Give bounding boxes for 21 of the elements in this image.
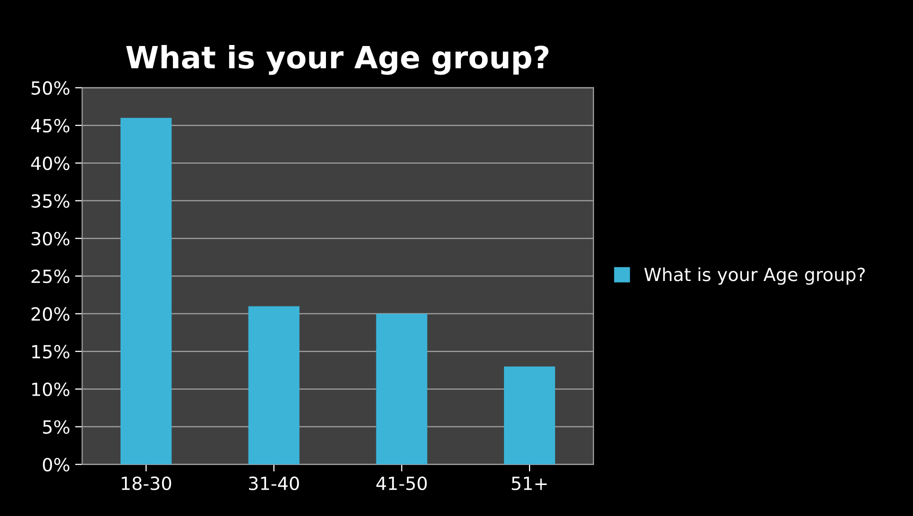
y-tick-label: 0% bbox=[42, 458, 70, 472]
y-tick-label: 50% bbox=[32, 81, 70, 95]
y-tick-label: 20% bbox=[32, 307, 70, 321]
y-tick-label: 10% bbox=[32, 382, 70, 396]
y-tick-label: 25% bbox=[32, 270, 70, 284]
x-tick-label: 18-30 bbox=[122, 476, 172, 490]
x-tick-label: 41-50 bbox=[376, 476, 427, 490]
y-tick-label: 40% bbox=[31, 156, 70, 170]
x-tick-label: 51+ bbox=[512, 476, 547, 490]
y-tick-label: 45% bbox=[31, 118, 70, 133]
bar bbox=[120, 118, 172, 464]
bar bbox=[248, 306, 300, 464]
legend-label: What is your Age group? bbox=[644, 267, 865, 285]
y-tick-label: 5% bbox=[43, 420, 70, 434]
x-tick-label: 31-40 bbox=[249, 476, 299, 490]
y-tick-label: 35% bbox=[32, 194, 70, 208]
y-tick-label: 15% bbox=[32, 344, 70, 359]
chart-title: What is your Age group? bbox=[126, 45, 548, 75]
y-tick-label: 30% bbox=[32, 232, 70, 246]
bar bbox=[376, 314, 428, 464]
bar bbox=[504, 366, 556, 464]
